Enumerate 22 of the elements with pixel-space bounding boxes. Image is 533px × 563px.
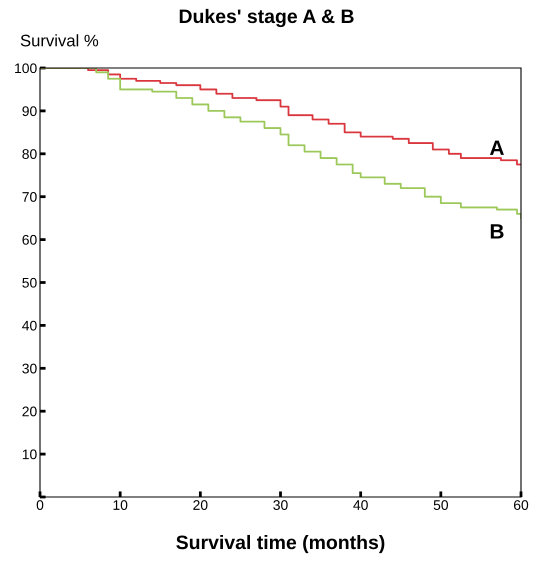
y-tick-label: 90 [22, 106, 37, 116]
series-label: A [490, 140, 504, 155]
y-tick-label: 20 [22, 406, 37, 416]
y-tick-label: 70 [22, 192, 37, 202]
y-tick-label: 100 [15, 63, 37, 74]
x-tick-label: 20 [193, 500, 208, 510]
series-label: B [490, 224, 504, 239]
y-tick-label: 80 [22, 149, 37, 159]
x-tick-label: 0 [36, 500, 44, 510]
y-tick-label: 30 [22, 364, 37, 374]
y-tick-label: 10 [22, 449, 37, 460]
x-tick-label: 50 [434, 500, 448, 510]
x-axis-title: Survival time (months) [176, 534, 384, 554]
y-axis-title: Survival % [20, 34, 98, 46]
y-tick-label: 50 [22, 278, 37, 288]
x-tick-label: 30 [273, 500, 288, 510]
x-tick-label: 60 [514, 500, 528, 510]
x-tick-label: 10 [114, 500, 128, 510]
chart-title: Dukes' stage A & B [180, 8, 354, 28]
y-tick-label: 40 [22, 320, 37, 331]
y-tick-label: 60 [22, 234, 37, 245]
x-tick-label: 40 [353, 500, 368, 510]
